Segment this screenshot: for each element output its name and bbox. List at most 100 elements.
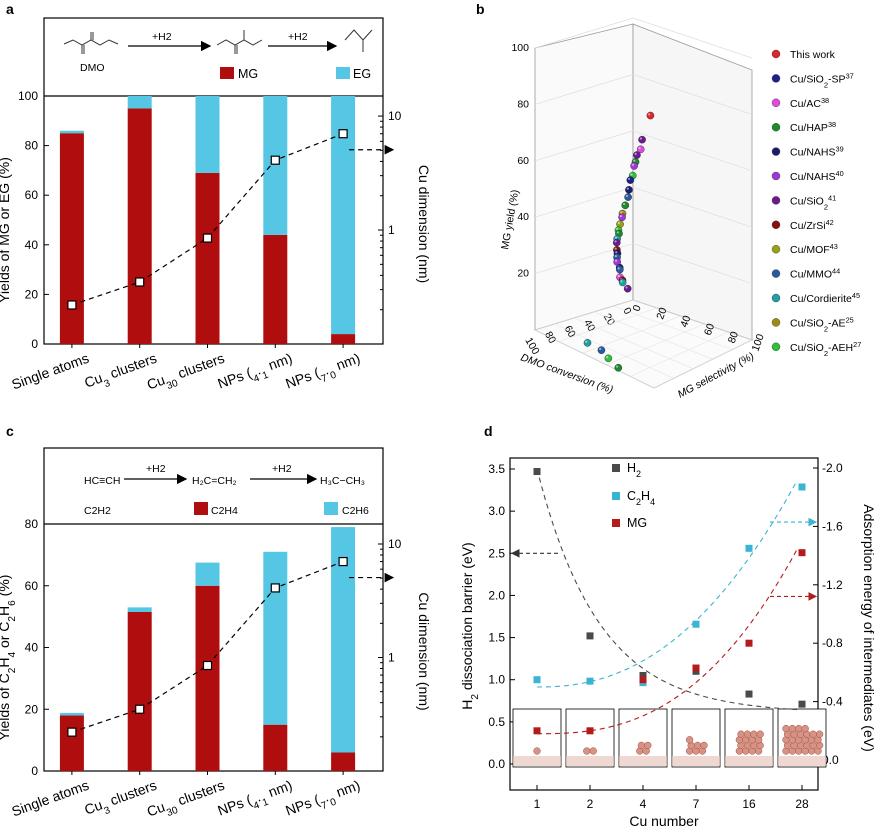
y-tick-label: 80 [25, 517, 39, 531]
bar-segment-mg [59, 133, 84, 344]
cu-atom [809, 730, 817, 738]
cu-atom [583, 747, 591, 755]
dmo-structure [63, 32, 119, 54]
cu-atom [750, 730, 758, 738]
cu-dimension-line [71, 561, 344, 733]
legend-label: Cu/SiO2-SP37 [790, 71, 854, 89]
data-point-c2h4 [586, 677, 594, 685]
y-tick-label: 0.0 [488, 757, 505, 771]
cu-atom [801, 724, 809, 733]
point-highlight [599, 347, 602, 351]
cu-dimension-marker [270, 155, 280, 165]
y-tick-label: 0 [31, 337, 38, 351]
legend-marker [771, 122, 781, 132]
bar-segment-c2h6 [127, 607, 152, 612]
data-point-mg [586, 727, 594, 735]
bar-segment-c2h6 [59, 712, 84, 716]
legend-b: This work Cu/SiO2-SP37 Cu/AC38 Cu/HAP38 Cu/N… [771, 49, 861, 357]
y-gridline [582, 315, 681, 354]
z-tick-label: 80 [517, 98, 529, 110]
x-gridline [534, 329, 655, 389]
point-highlight [628, 177, 631, 181]
y-tick-label: 80 [25, 139, 39, 153]
cu-dimension-marker [338, 129, 348, 139]
legend-label: Cu/HAP38 [790, 120, 836, 135]
point-highlight [614, 255, 617, 258]
panel-b-label: b [476, 1, 485, 17]
scatter-point [624, 193, 632, 201]
panel-c-label: c [6, 423, 14, 439]
legend-label: H2 [627, 461, 641, 479]
z-gridline [534, 74, 753, 115]
data-point-h2 [745, 690, 753, 698]
x-tick-label: Single atoms [9, 777, 91, 820]
y-tick-label: 20 [25, 702, 39, 716]
x-gridline [574, 317, 694, 370]
legend-marker [771, 98, 781, 108]
scatter-point [612, 238, 621, 247]
data-point-mg [745, 639, 753, 647]
bar-segment-eg [263, 96, 288, 235]
point-highlight [634, 152, 637, 155]
bar-segment-c2h4 [59, 715, 84, 771]
y-tick-label: 60 [25, 579, 39, 593]
point-highlight [617, 274, 620, 278]
y2-tick-label: 10 [388, 537, 402, 551]
cu-atom [637, 741, 646, 750]
data-point-c2h4 [745, 544, 753, 552]
legend-label: Cu/AC38 [790, 95, 829, 110]
legend-label: Cu/NAHS40 [790, 169, 844, 184]
x-gridline [632, 299, 753, 341]
cu-atom [693, 741, 702, 750]
bar-segment-c2h6 [195, 562, 220, 586]
cu-atom [782, 724, 790, 733]
point-highlight [619, 214, 622, 218]
box-back-wall [534, 23, 634, 331]
chart-d: 0.00.51.01.52.02.53.03.50.0-0.4-0.8-1.2-… [459, 457, 875, 828]
scatter-point [626, 176, 635, 184]
support-surface [619, 756, 667, 766]
support-surface [672, 756, 720, 766]
y2-tick-label: -0.8 [822, 636, 843, 650]
cu-dimension-marker [135, 277, 145, 287]
legend-label: Cu/SiO2-AEH27 [790, 339, 861, 357]
x-tick-label: 1 [534, 797, 541, 811]
point-highlight [630, 173, 633, 176]
support-surface [513, 756, 561, 766]
legend-marker [771, 196, 781, 205]
data-point-h2 [586, 632, 594, 640]
cu-dimension-marker [67, 727, 77, 737]
chart-c: 0 20 40 60 80 Yields of C2H4 or C2H6 (%) 1 10 Cu… [0, 447, 432, 824]
z-tick-label: 60 [517, 155, 529, 167]
cu-dimension-marker [202, 233, 213, 243]
z-tick-label: 100 [511, 42, 529, 54]
panel-d: d 0.00.51.01.52.02.53.03.50.0-0.4-0.8-1.… [459, 423, 875, 828]
y-tick-label: 100 [750, 332, 767, 353]
x-tick-label: NPs (7.0 nm) [283, 777, 364, 824]
scatter-point [618, 278, 627, 287]
data-point-c2h4 [798, 483, 806, 491]
panel-a-label: a [6, 1, 14, 17]
y-tick-label: 40 [25, 238, 39, 252]
z-gridline [534, 243, 753, 284]
scatter-point [625, 186, 633, 194]
y-tick-label: 20 [654, 306, 669, 321]
point-highlight [614, 240, 617, 243]
point-highlight [614, 247, 617, 250]
ethane-structure: H₃C−CH₃ [320, 475, 365, 487]
data-point-h2 [533, 468, 541, 476]
cu-dimension-marker [67, 300, 77, 310]
legend-label: Cu/MOF43 [790, 242, 838, 257]
z-gridline [534, 186, 753, 228]
mg-structure [216, 30, 263, 54]
scatter-point [616, 265, 624, 274]
point-highlight [615, 251, 618, 254]
cu-dimension-marker [270, 583, 280, 593]
legend-label: C2H4 [627, 489, 655, 507]
y-tick-label: 20 [25, 287, 39, 301]
y-tick-label: 60 [25, 188, 39, 202]
point-highlight [631, 163, 635, 166]
y-axis-title: Yields of MG or EG (%) [0, 157, 12, 303]
y2-tick-label: 1 [388, 223, 395, 237]
legend-label: Cu/ZrSi42 [790, 217, 834, 232]
